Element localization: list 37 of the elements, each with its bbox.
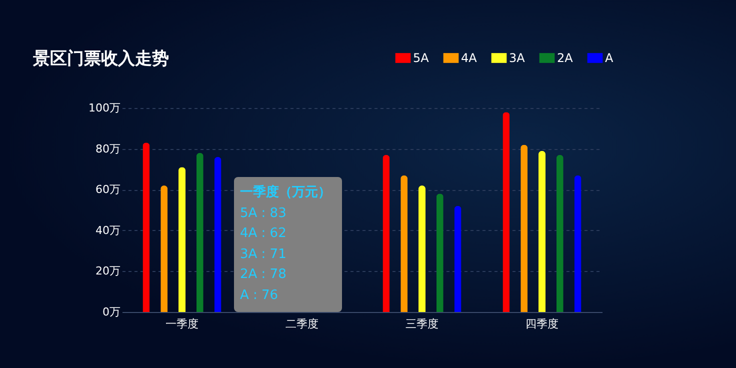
y-tick-label: 0万 [102, 306, 120, 318]
annotation: 4A : 62 [240, 225, 288, 243]
bar [556, 154, 564, 312]
y-tick-label: 20万 [96, 264, 120, 278]
annotation: 3A : 71 [240, 246, 288, 264]
x-tick-label: 一季度 [166, 318, 198, 330]
bar [400, 175, 408, 312]
legend-label: 5A [413, 51, 430, 65]
bar [502, 112, 510, 312]
y-tick-label: 40万 [96, 224, 120, 237]
annotation: A : 76 [240, 286, 280, 304]
legend-label: 3A [509, 51, 526, 65]
bar [160, 186, 168, 312]
bar [454, 206, 462, 312]
annotation: 一季度（万元） [240, 184, 332, 202]
annotation: 2A : 78 [240, 266, 288, 284]
bar [214, 156, 222, 312]
chart-title: 景区门票收入走势 [32, 49, 170, 69]
y-tick-label: 80万 [96, 142, 120, 156]
legend-label: A [605, 51, 614, 65]
bar [574, 175, 582, 312]
legend-label: 2A [557, 51, 574, 65]
bar [178, 167, 186, 312]
y-tick-label: 100万 [88, 102, 120, 114]
x-tick-label: 二季度 [286, 318, 318, 330]
x-tick-label: 四季度 [526, 318, 558, 330]
y-tick-label: 60万 [96, 183, 120, 196]
bar [520, 144, 528, 312]
x-tick-label: 三季度 [406, 318, 438, 330]
bar [436, 194, 444, 312]
annotation: 5A : 83 [240, 204, 288, 222]
bar [382, 154, 390, 312]
bar [538, 150, 546, 312]
bar [196, 152, 204, 312]
legend-label: 4A [461, 51, 478, 65]
bar [142, 142, 150, 312]
bar [418, 186, 426, 312]
